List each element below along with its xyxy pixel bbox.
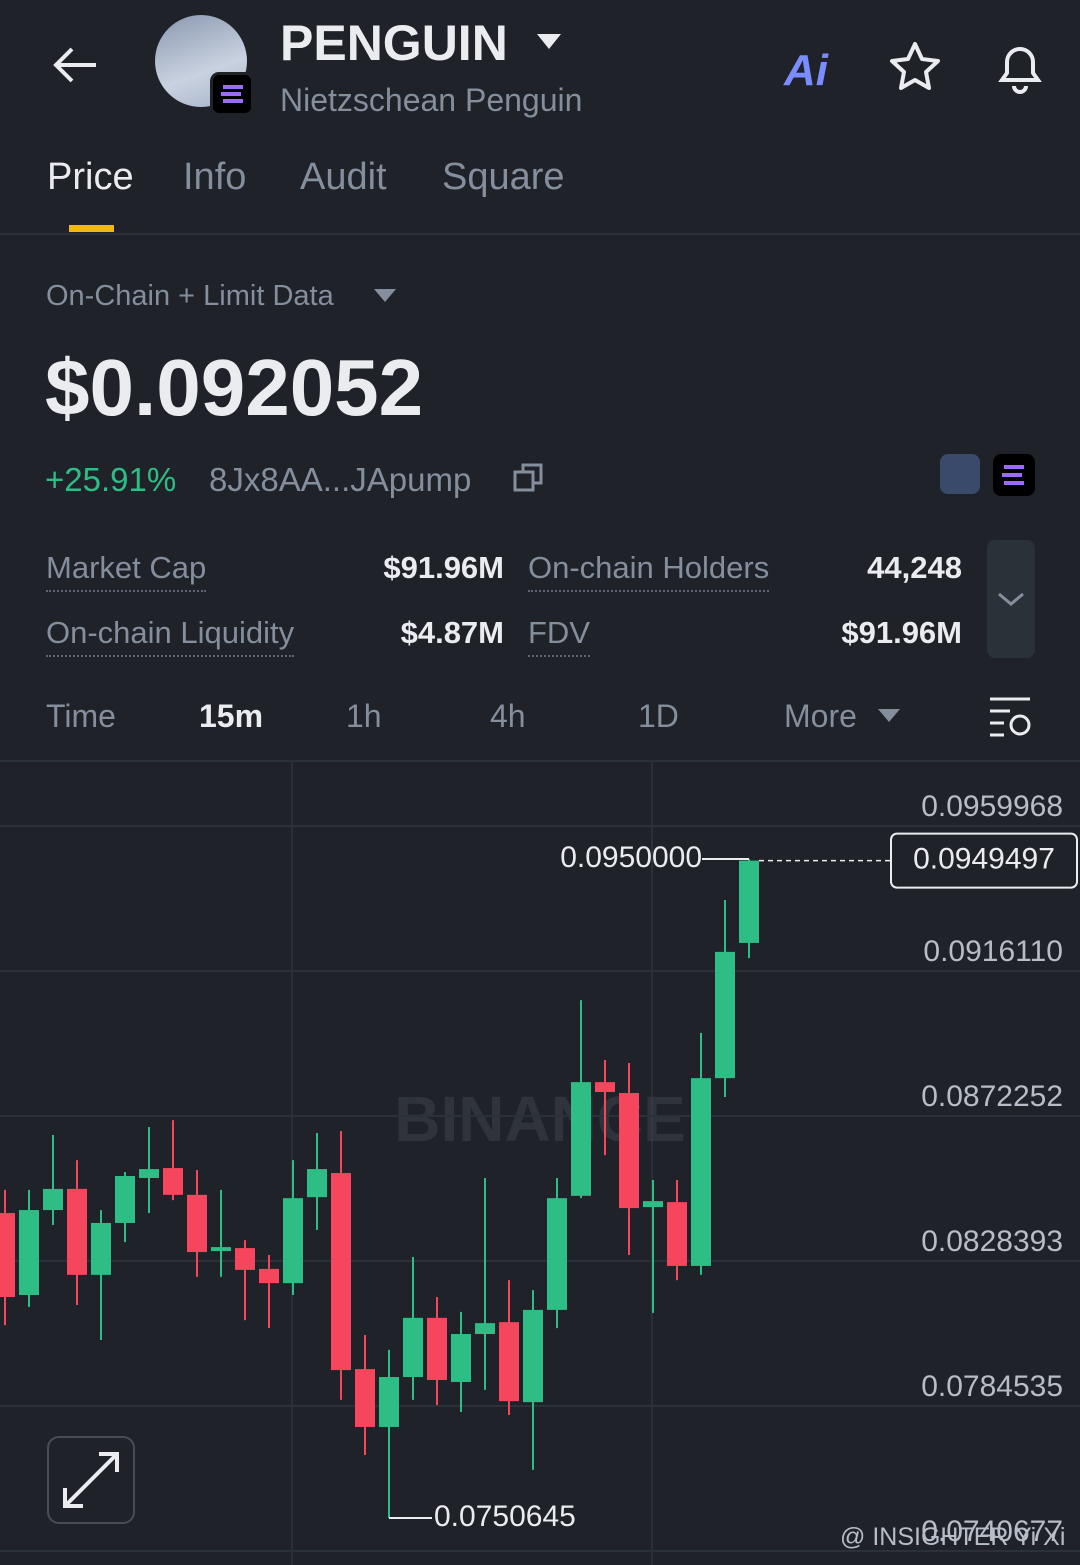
y-tick-label: 0.0959968 — [921, 790, 1063, 823]
stat-label[interactable]: Market Cap — [46, 550, 207, 592]
back-button[interactable] — [50, 45, 100, 85]
tab-indicator — [69, 225, 114, 232]
candle-body — [475, 1323, 495, 1335]
price: $0.092052 — [45, 343, 424, 432]
last-price-box — [890, 832, 1078, 889]
candle-body — [427, 1317, 447, 1380]
favorite-button[interactable] — [888, 40, 942, 94]
candle-body — [667, 1202, 687, 1266]
credit: @ INSIGHTER Yi Xi — [840, 1523, 1066, 1551]
tab-info[interactable]: Info — [183, 156, 247, 198]
stat-label[interactable]: On-chain Liquidity — [46, 615, 295, 657]
max-label: 0.0950000 — [560, 841, 702, 874]
min-label: 0.0750645 — [434, 1500, 576, 1533]
dropdown-icon — [374, 289, 396, 302]
chart-settings[interactable] — [988, 695, 1034, 739]
last-price-label: 0.0949497 — [913, 843, 1055, 876]
candle-body — [187, 1194, 207, 1253]
candle-body — [643, 1201, 663, 1208]
y-tick-label: 0.0784535 — [921, 1370, 1063, 1403]
candle-body — [91, 1222, 111, 1275]
candle-body — [0, 1213, 15, 1298]
interval[interactable]: 15m — [199, 698, 264, 734]
stat-label[interactable]: On-chain Holders — [528, 550, 770, 592]
stat-value: 44,248 — [867, 550, 962, 585]
candle-body — [115, 1176, 135, 1223]
candle-body — [67, 1188, 87, 1275]
candle-body — [595, 1082, 615, 1093]
stat-label[interactable]: FDV — [528, 615, 590, 657]
stat-value: $91.96M — [841, 615, 962, 650]
divider — [0, 233, 1080, 235]
divider — [0, 760, 1080, 762]
candle-body — [619, 1093, 639, 1209]
token-title[interactable]: PENGUIN — [280, 15, 508, 71]
candle-body — [523, 1309, 543, 1403]
chain-badge — [210, 72, 254, 116]
data-source[interactable]: On-Chain + Limit Data — [46, 280, 334, 312]
expand-stats[interactable] — [987, 540, 1035, 658]
interval[interactable]: More — [784, 698, 857, 734]
candle-body — [211, 1247, 231, 1252]
candle-body — [499, 1322, 519, 1402]
watermark: BINANCE — [394, 1083, 686, 1155]
interval[interactable]: 1D — [638, 698, 679, 734]
y-tick-label: 0.0916110 — [923, 935, 1063, 968]
tab-square[interactable]: Square — [442, 156, 565, 198]
candle-body — [139, 1169, 159, 1178]
candle-body — [307, 1169, 327, 1198]
candle-body — [235, 1248, 255, 1270]
price-change: +25.91% — [45, 461, 177, 498]
dropdown-icon — [878, 709, 900, 722]
candle-body — [451, 1334, 471, 1382]
candle-body — [19, 1210, 39, 1296]
candle-body — [163, 1168, 183, 1195]
candle-body — [715, 951, 735, 1079]
tab-audit[interactable]: Audit — [300, 156, 387, 198]
interval[interactable]: 4h — [490, 698, 526, 734]
contract-address: 8Jx8AA...JApump — [209, 461, 472, 498]
y-tick-label: 0.0872252 — [921, 1080, 1063, 1113]
candlestick-chart: BINANCE 0.0959968 0.0916110 0.0872252 0.082… — [0, 762, 1080, 1565]
copy-button[interactable] — [513, 462, 545, 494]
candle-body — [403, 1317, 423, 1378]
candle-body — [691, 1078, 711, 1266]
stat-value: $91.96M — [383, 550, 504, 585]
alert-button[interactable] — [992, 38, 1048, 94]
token-subtitle: Nietzschean Penguin — [280, 82, 583, 118]
fullscreen-button[interactable] — [47, 1436, 135, 1524]
interval[interactable]: 1h — [346, 698, 382, 734]
y-tick-label: 0.0740677 — [921, 1515, 1063, 1548]
candle-body — [379, 1377, 399, 1427]
candle-body — [331, 1173, 351, 1371]
candle-body — [571, 1082, 591, 1196]
candle-body — [43, 1188, 63, 1211]
tab-price[interactable]: Price — [47, 156, 134, 198]
platform-icon — [940, 454, 980, 494]
candle-body — [739, 860, 759, 943]
candle-body — [259, 1268, 279, 1284]
candle-body — [547, 1198, 567, 1310]
y-tick-label: 0.0828393 — [921, 1225, 1063, 1258]
chain-icon — [993, 454, 1035, 496]
stat-value: $4.87M — [400, 615, 504, 650]
dropdown-icon — [537, 34, 561, 49]
candle-body — [283, 1198, 303, 1284]
interval-label: Time — [46, 698, 116, 734]
candle-body — [355, 1369, 375, 1427]
ai-button[interactable]: Ai — [784, 46, 828, 95]
